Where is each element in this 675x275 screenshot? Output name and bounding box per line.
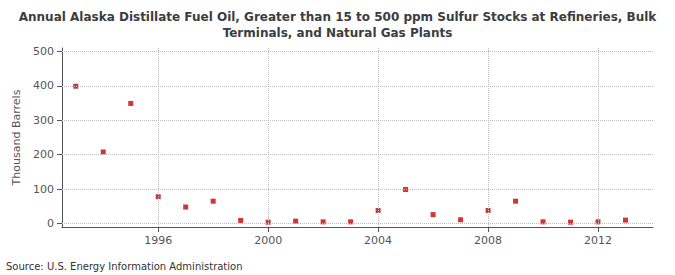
svg-text:Terminals, and Natural Gas Pla: Terminals, and Natural Gas Plants xyxy=(223,26,453,40)
svg-text:2008: 2008 xyxy=(474,234,502,247)
svg-text:Annual Alaska Distillate Fuel: Annual Alaska Distillate Fuel Oil, Great… xyxy=(19,10,658,24)
svg-text:0: 0 xyxy=(47,217,54,230)
svg-text:Source: U.S. Energy Informatio: Source: U.S. Energy Information Administ… xyxy=(6,261,243,272)
svg-text:2000: 2000 xyxy=(254,234,282,247)
svg-text:400: 400 xyxy=(33,79,54,92)
svg-text:500: 500 xyxy=(33,45,54,58)
svg-text:1996: 1996 xyxy=(144,234,172,247)
svg-text:200: 200 xyxy=(33,148,54,161)
svg-text:Thousand Barrels: Thousand Barrels xyxy=(10,89,23,186)
svg-text:2004: 2004 xyxy=(364,234,392,247)
svg-text:300: 300 xyxy=(33,114,54,127)
svg-text:2012: 2012 xyxy=(584,234,612,247)
svg-text:100: 100 xyxy=(33,183,54,196)
